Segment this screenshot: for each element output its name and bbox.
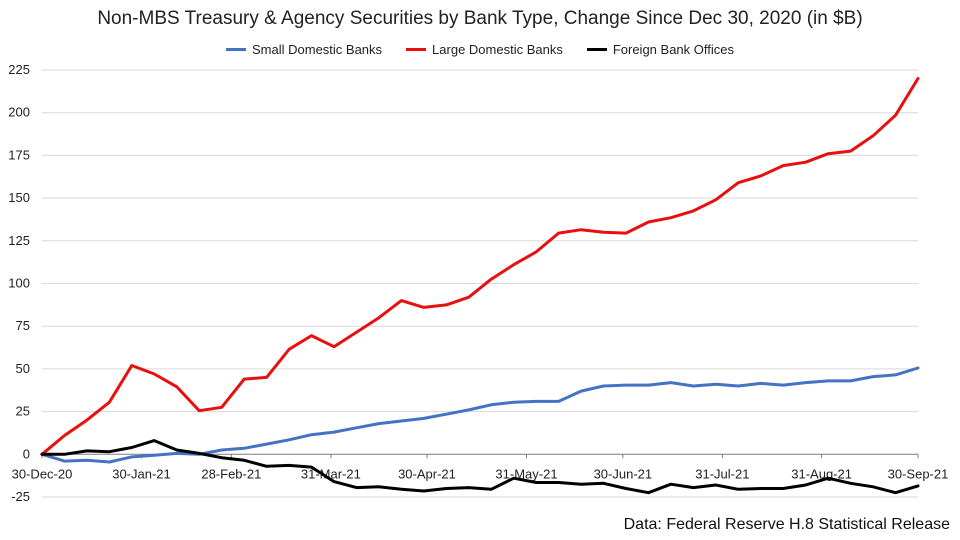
legend-item-foreign-offices: Foreign Bank Offices — [586, 42, 734, 57]
source-note: Data: Federal Reserve H.8 Statistical Re… — [623, 516, 950, 533]
x-tick-label: 30-Jun-21 — [594, 466, 653, 481]
legend-swatch-small-domestic — [226, 48, 246, 51]
y-tick-label: 25 — [16, 404, 30, 419]
legend-label-small-domestic: Small Domestic Banks — [252, 42, 383, 57]
x-tick-label: 28-Feb-21 — [201, 466, 261, 481]
legend-swatch-foreign-offices — [586, 48, 607, 51]
y-tick-label: 50 — [16, 361, 30, 376]
series-line-large-domestic-banks — [40, 77, 920, 456]
series-line-foreign-bank-offices — [40, 439, 920, 495]
legend-swatch-large-domestic — [406, 48, 427, 51]
y-tick-label: 225 — [8, 62, 30, 77]
x-tick-label: 30-Dec-20 — [12, 466, 73, 481]
legend-item-large-domestic: Large Domestic Banks — [406, 42, 563, 57]
x-tick-label: 30-Jan-21 — [112, 466, 171, 481]
y-tick-label: 0 — [23, 446, 30, 461]
y-tick-label: 175 — [8, 147, 30, 162]
x-tick-label: 31-May-21 — [495, 466, 557, 481]
series-line-small-domestic-banks — [40, 366, 920, 464]
legend-label-foreign-offices: Foreign Bank Offices — [612, 42, 734, 57]
y-tick-label: 150 — [8, 190, 30, 205]
y-tick-label: -25 — [11, 489, 30, 504]
x-tick-label: 30-Apr-21 — [398, 466, 456, 481]
legend-label-large-domestic: Large Domestic Banks — [432, 42, 563, 57]
x-tick-label: 30-Sep-21 — [888, 466, 949, 481]
x-tick-label: 31-Aug-21 — [791, 466, 852, 481]
chart-title: Non-MBS Treasury & Agency Securities by … — [97, 8, 863, 29]
y-tick-label: 125 — [8, 233, 30, 248]
legend-item-small-domestic: Small Domestic Banks — [226, 42, 382, 57]
y-tick-label: 100 — [8, 276, 30, 291]
chart-legend: Small Domestic Banks Large Domestic Bank… — [0, 42, 960, 57]
x-tick-label: 31-Jul-21 — [695, 466, 749, 481]
y-tick-label: 75 — [16, 318, 30, 333]
y-tick-label: 200 — [8, 105, 30, 120]
